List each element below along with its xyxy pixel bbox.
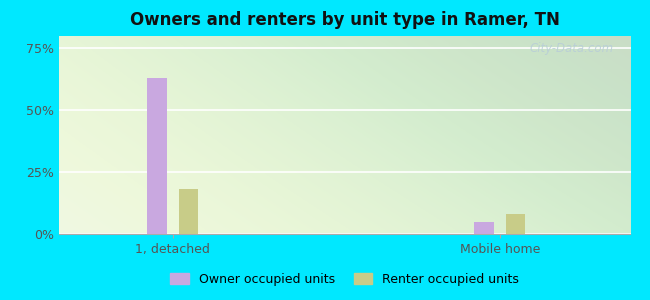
Title: Owners and renters by unit type in Ramer, TN: Owners and renters by unit type in Ramer… <box>129 11 560 29</box>
Legend: Owner occupied units, Renter occupied units: Owner occupied units, Renter occupied un… <box>165 268 524 291</box>
Bar <box>148 78 167 234</box>
Bar <box>179 190 198 234</box>
Bar <box>506 214 525 234</box>
Text: City-Data.com: City-Data.com <box>529 42 614 55</box>
Bar <box>474 222 494 234</box>
